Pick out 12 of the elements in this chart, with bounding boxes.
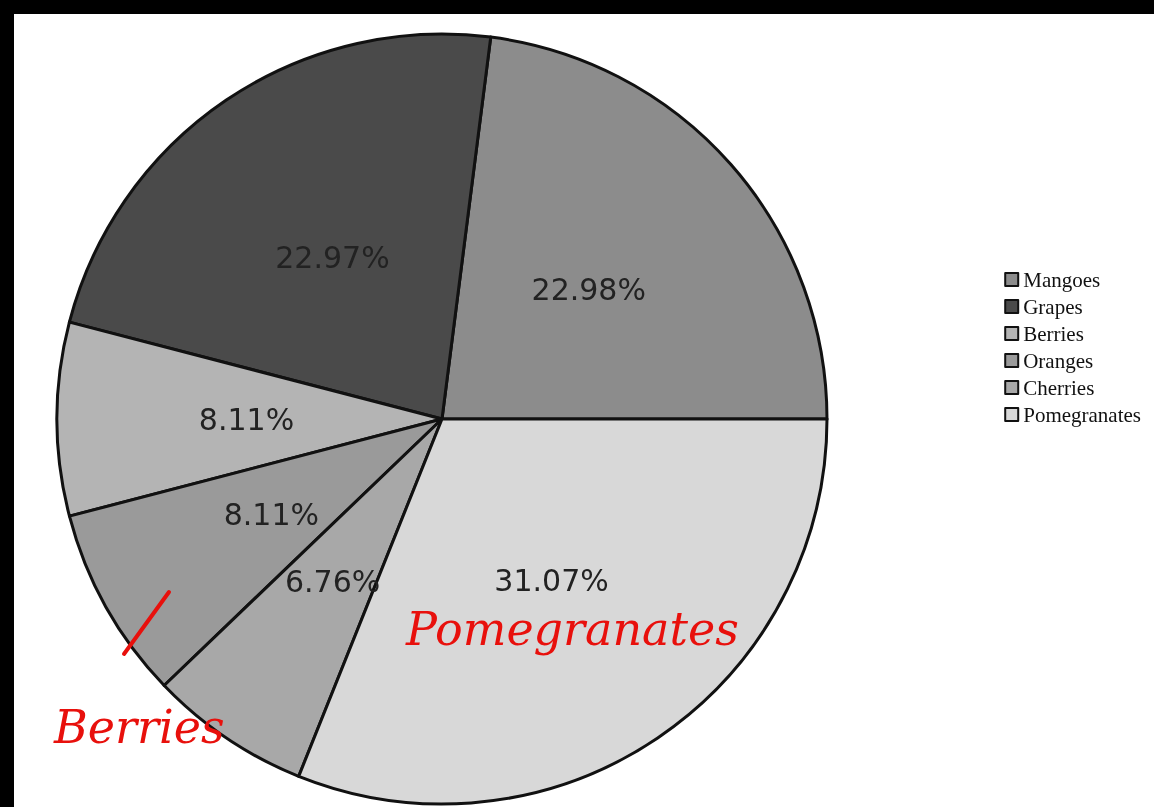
- legend-label: Mangoes: [1023, 267, 1101, 292]
- legend-label: Pomegranates: [1023, 402, 1141, 427]
- data-label: 8.11%: [223, 496, 320, 532]
- data-label: 22.98%: [531, 272, 646, 308]
- data-label: 8.11%: [198, 401, 295, 437]
- legend-label: Berries: [1023, 321, 1084, 346]
- legend-label: Oranges: [1023, 348, 1094, 373]
- text: Berries: [53, 700, 225, 754]
- data-label: 31.07%: [494, 563, 609, 599]
- text: Pomegranates: [405, 602, 739, 656]
- legend-label: Grapes: [1023, 294, 1083, 319]
- legend-label: Cherries: [1023, 375, 1095, 400]
